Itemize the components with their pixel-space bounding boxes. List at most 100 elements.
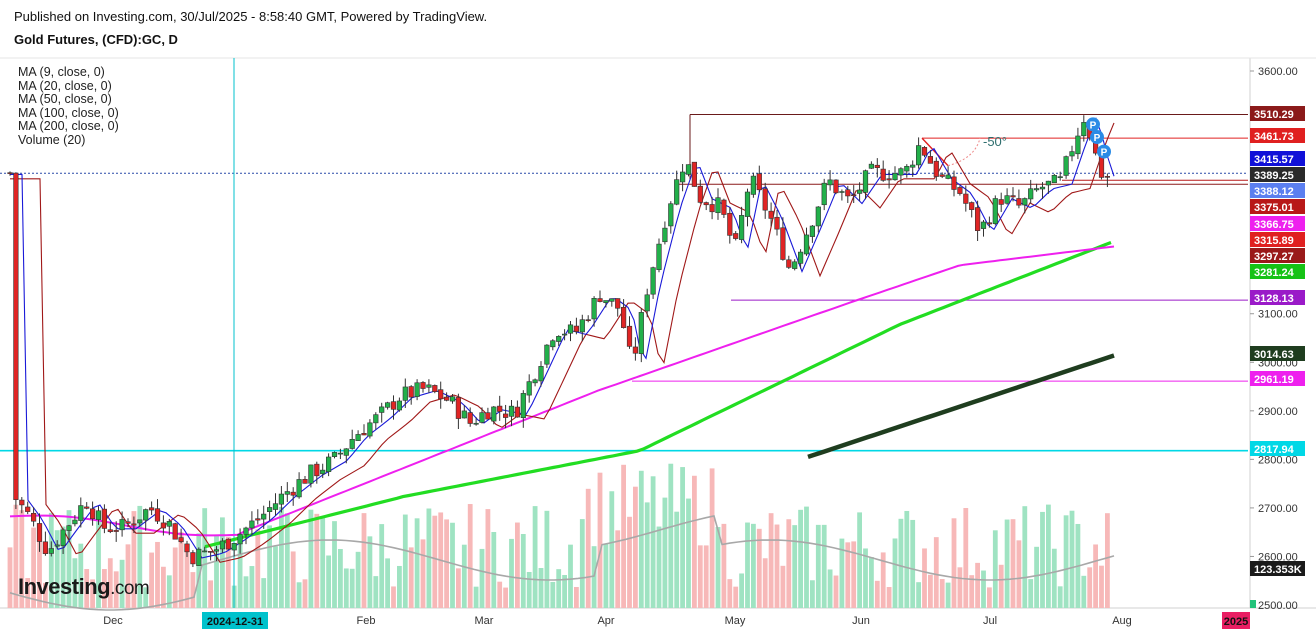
candle: [915, 137, 922, 169]
volume-bar: [609, 491, 615, 608]
candle-body: [685, 164, 692, 175]
candle: [137, 519, 143, 527]
volume-bar: [426, 508, 432, 608]
candle-body: [839, 191, 845, 193]
candle: [243, 526, 249, 545]
candle-body: [1010, 195, 1016, 198]
volume-bar: [727, 579, 733, 608]
price-label-text: 2817.94: [1254, 444, 1295, 456]
candle-body: [261, 513, 267, 520]
candle-body: [951, 176, 957, 190]
price-label: 3281.24: [1250, 264, 1305, 279]
legend-ma100[interactable]: MA (100, close, 0): [18, 105, 119, 120]
candle-body: [502, 413, 509, 418]
candle-body: [485, 412, 491, 420]
volume-bar: [562, 574, 567, 608]
candle-body: [721, 199, 727, 215]
candle: [1057, 171, 1063, 181]
candle-body: [36, 523, 43, 542]
volume-bar: [208, 580, 213, 608]
candle: [626, 316, 633, 349]
candle-body: [101, 508, 107, 529]
price-label-bg: [1250, 441, 1305, 456]
candle: [632, 337, 638, 361]
volume-bar: [1087, 567, 1093, 608]
price-label-text: 3510.29: [1254, 109, 1294, 121]
candle-body: [379, 406, 385, 413]
volume-bar: [892, 538, 898, 608]
price-label: 3128.13: [1250, 290, 1305, 305]
axis-corner-marker: [1250, 600, 1256, 608]
candle-body: [84, 506, 90, 509]
volume-bar: [1081, 575, 1087, 608]
volume-bar: [243, 576, 249, 608]
volume-bar: [450, 522, 455, 608]
volume-bar: [1063, 515, 1069, 608]
candle-body: [520, 393, 526, 418]
candle: [756, 165, 762, 193]
candle-body: [532, 379, 538, 384]
candle: [408, 385, 414, 405]
volume-bar: [131, 511, 137, 608]
candle-body: [1016, 198, 1022, 206]
candle: [674, 170, 680, 206]
volume-bar: [444, 519, 449, 608]
volume-bar: [113, 571, 119, 608]
volume-bar: [338, 548, 343, 608]
time-tick-label: Jun: [852, 615, 870, 627]
time-tick-label: Aug: [1112, 615, 1132, 627]
candle: [750, 172, 756, 198]
candle: [196, 547, 202, 566]
candle-body: [910, 164, 916, 168]
candle-body: [544, 344, 550, 365]
legend-ma20[interactable]: MA (20, close, 0): [18, 78, 112, 93]
candle: [131, 516, 137, 534]
candle-body: [508, 405, 515, 417]
candle-body: [249, 520, 255, 529]
candle-body: [727, 212, 733, 236]
candle: [827, 170, 833, 191]
candle-body: [284, 491, 290, 495]
candle-body: [367, 422, 373, 437]
candle-body: [862, 170, 869, 193]
volume-bar: [60, 526, 66, 608]
volume-bar: [48, 512, 54, 608]
candle: [679, 164, 686, 192]
volume-bar: [13, 504, 19, 608]
legend-ma200[interactable]: MA (200, close, 0): [18, 119, 119, 134]
volume-bar: [367, 536, 373, 608]
price-label-bg: [1250, 264, 1305, 279]
candle: [1004, 188, 1010, 205]
volume-bar: [526, 571, 532, 608]
candle-body: [703, 202, 709, 206]
price-tick-label: 2800.00: [1258, 454, 1298, 466]
price-label: 123.353K: [1250, 561, 1305, 576]
candle-body: [320, 469, 326, 475]
candle-body: [1075, 135, 1081, 155]
candle-body: [845, 189, 851, 197]
legend-ma9[interactable]: MA (9, close, 0): [18, 65, 105, 79]
candle: [856, 182, 863, 202]
candle: [178, 528, 184, 544]
volume-bar: [361, 513, 367, 608]
candle: [957, 185, 963, 196]
candle: [709, 196, 715, 220]
legend-ma50[interactable]: MA (50, close, 0): [18, 92, 112, 107]
candle: [190, 550, 196, 568]
volume-bar: [939, 579, 945, 608]
volume-bar: [172, 547, 178, 608]
price-label: 3461.73: [1250, 128, 1305, 143]
candle: [1069, 145, 1075, 162]
volume-bar: [78, 543, 84, 608]
volume-bar: [37, 530, 42, 608]
candle: [202, 546, 208, 553]
candle-body: [237, 533, 243, 545]
candle-body: [202, 550, 208, 553]
volume-bar: [798, 509, 803, 608]
candle: [25, 501, 31, 515]
candle: [166, 518, 172, 536]
candle-body: [13, 172, 19, 500]
volume-bar: [869, 557, 874, 608]
legend-volume[interactable]: Volume (20): [18, 132, 86, 147]
